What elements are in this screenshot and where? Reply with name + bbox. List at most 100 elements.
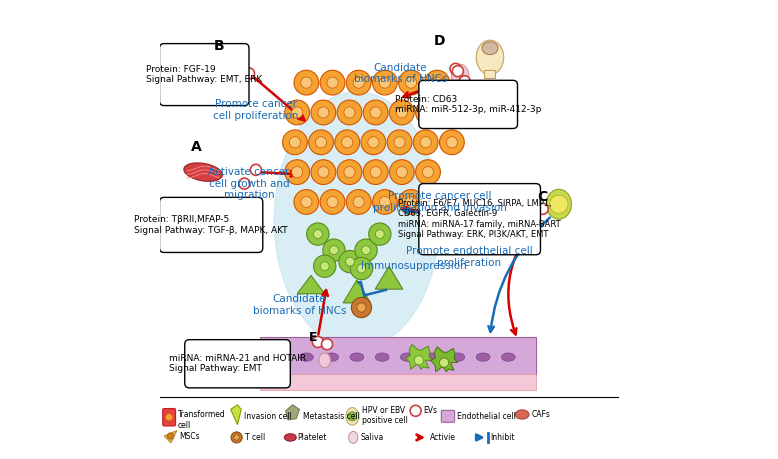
Text: Candidate
biomarks of HNCs: Candidate biomarks of HNCs	[354, 62, 447, 84]
Ellipse shape	[375, 353, 389, 361]
Text: C: C	[538, 190, 548, 204]
Circle shape	[342, 137, 352, 148]
Circle shape	[459, 76, 470, 87]
Circle shape	[538, 203, 548, 214]
Circle shape	[231, 432, 242, 443]
Text: Promote endothelial cell
proliferation: Promote endothelial cell proliferation	[406, 246, 533, 268]
Circle shape	[369, 223, 391, 245]
Text: Candidate
biomarks of HNCs: Candidate biomarks of HNCs	[253, 294, 346, 316]
Circle shape	[415, 160, 440, 185]
Ellipse shape	[451, 353, 464, 361]
FancyBboxPatch shape	[419, 80, 517, 129]
Circle shape	[398, 190, 423, 214]
Circle shape	[362, 246, 370, 255]
Polygon shape	[297, 275, 324, 294]
Circle shape	[450, 63, 461, 74]
Ellipse shape	[319, 353, 331, 368]
Ellipse shape	[346, 408, 359, 425]
Circle shape	[285, 100, 310, 125]
FancyBboxPatch shape	[419, 184, 541, 255]
Circle shape	[452, 66, 464, 77]
Text: Platelet: Platelet	[297, 433, 327, 442]
Circle shape	[350, 257, 373, 280]
Ellipse shape	[401, 353, 414, 361]
Circle shape	[394, 137, 405, 148]
Circle shape	[230, 91, 240, 102]
Circle shape	[285, 160, 310, 185]
Circle shape	[375, 230, 384, 239]
Text: E: E	[309, 331, 317, 344]
Circle shape	[390, 100, 414, 125]
Circle shape	[282, 130, 307, 155]
Circle shape	[323, 239, 345, 261]
FancyBboxPatch shape	[163, 409, 176, 426]
Polygon shape	[343, 280, 370, 303]
Text: Immunosuppression: Immunosuppression	[361, 261, 467, 271]
Ellipse shape	[275, 92, 440, 349]
Circle shape	[363, 100, 388, 125]
Ellipse shape	[300, 353, 314, 361]
Circle shape	[301, 196, 312, 207]
Circle shape	[307, 223, 329, 245]
Circle shape	[309, 130, 334, 155]
Ellipse shape	[275, 353, 288, 361]
Circle shape	[312, 336, 324, 347]
Circle shape	[348, 412, 357, 421]
Circle shape	[311, 100, 336, 125]
Circle shape	[316, 137, 327, 148]
Text: Saliva: Saliva	[360, 433, 384, 442]
Circle shape	[396, 167, 408, 178]
Circle shape	[202, 67, 219, 84]
Text: Protein: FGF-19
Signal Pathway: EMT, ERK: Protein: FGF-19 Signal Pathway: EMT, ERK	[146, 65, 262, 84]
Circle shape	[289, 137, 300, 148]
Text: T cell: T cell	[245, 433, 265, 442]
Circle shape	[425, 70, 450, 95]
Ellipse shape	[451, 64, 469, 87]
Circle shape	[526, 192, 537, 203]
Text: Transformed
cell: Transformed cell	[178, 410, 226, 430]
Text: D: D	[434, 34, 445, 48]
Circle shape	[166, 414, 173, 421]
Circle shape	[410, 405, 421, 416]
Circle shape	[432, 77, 443, 88]
FancyBboxPatch shape	[441, 410, 454, 422]
Circle shape	[327, 196, 338, 207]
Text: Metastasis cell: Metastasis cell	[303, 412, 359, 421]
FancyBboxPatch shape	[159, 44, 249, 106]
Text: Inhibit: Inhibit	[490, 433, 514, 442]
Circle shape	[329, 246, 338, 255]
Text: CAFs: CAFs	[531, 410, 550, 419]
Polygon shape	[375, 266, 403, 289]
Circle shape	[294, 70, 319, 95]
Circle shape	[292, 107, 303, 118]
Ellipse shape	[350, 353, 364, 361]
Circle shape	[339, 251, 361, 273]
Circle shape	[292, 167, 303, 178]
Polygon shape	[164, 431, 177, 443]
Circle shape	[234, 435, 240, 440]
Circle shape	[301, 77, 312, 88]
Ellipse shape	[546, 189, 572, 219]
Circle shape	[357, 303, 366, 312]
Circle shape	[414, 356, 423, 365]
Polygon shape	[230, 405, 241, 425]
Circle shape	[337, 100, 362, 125]
Circle shape	[440, 130, 464, 155]
Circle shape	[327, 77, 338, 88]
Circle shape	[361, 130, 386, 155]
Circle shape	[355, 239, 377, 261]
Circle shape	[352, 297, 372, 318]
Circle shape	[370, 167, 381, 178]
Circle shape	[346, 190, 371, 214]
Circle shape	[167, 433, 173, 439]
Circle shape	[337, 160, 362, 185]
Circle shape	[387, 130, 412, 155]
Circle shape	[314, 230, 322, 239]
FancyBboxPatch shape	[159, 197, 263, 252]
Circle shape	[405, 196, 416, 207]
Circle shape	[449, 107, 460, 118]
Circle shape	[422, 167, 433, 178]
Circle shape	[239, 178, 250, 189]
Circle shape	[317, 107, 329, 118]
Circle shape	[335, 130, 359, 155]
